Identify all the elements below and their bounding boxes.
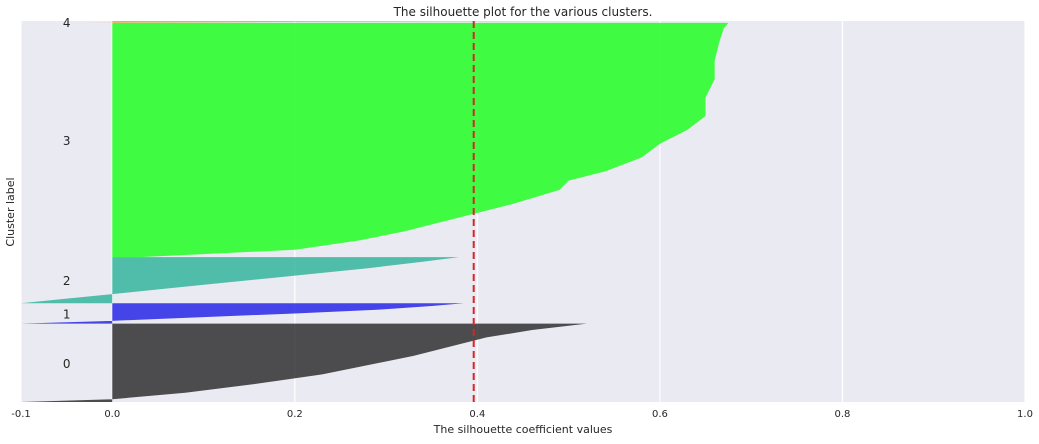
cluster-label: 4: [63, 16, 71, 30]
cluster-1-silhouette: [21, 303, 464, 324]
x-tick-labels: -0.1 0.0 0.2 0.4 0.6 0.8 1.0: [11, 409, 1033, 420]
x-tick-label: 0.2: [287, 409, 303, 420]
y-axis-label: Cluster label: [4, 177, 17, 246]
cluster-0-silhouette: [21, 323, 587, 402]
cluster-label: 2: [63, 274, 71, 288]
x-tick-label: 0.4: [469, 409, 485, 420]
x-tick-label: 0.0: [104, 409, 120, 420]
x-tick-label: 1.0: [1017, 409, 1033, 420]
x-tick-label: -0.1: [11, 409, 31, 420]
cluster-label: 1: [63, 307, 71, 321]
cluster-labels: 0 1 2 3 4: [63, 16, 71, 371]
cluster-2-silhouette: [21, 257, 460, 304]
chart-title: The silhouette plot for the various clus…: [393, 5, 653, 19]
x-axis-label: The silhouette coefficient values: [433, 423, 613, 436]
x-tick-label: 0.6: [652, 409, 668, 420]
cluster-label: 3: [63, 134, 71, 148]
cluster-fills: [21, 21, 729, 402]
cluster-label: 0: [63, 357, 71, 371]
cluster-4-silhouette: [84, 21, 610, 23]
cluster-3-silhouette: [112, 22, 729, 258]
x-tick-label: 0.8: [835, 409, 851, 420]
